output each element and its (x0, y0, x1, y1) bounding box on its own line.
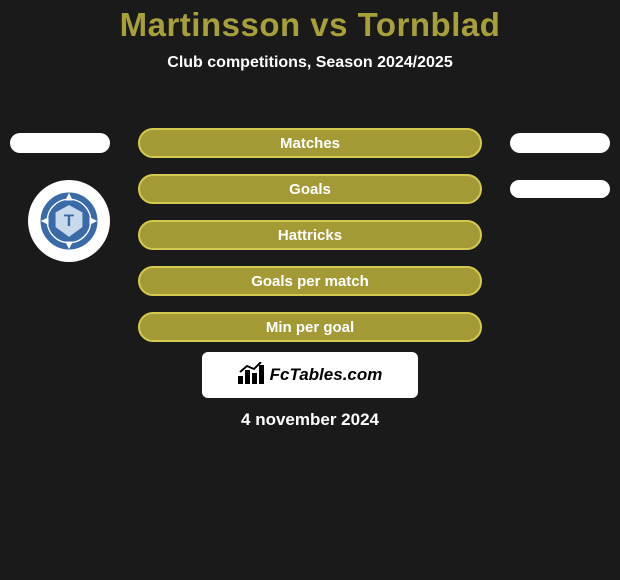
metric-label: Matches (280, 135, 340, 152)
page-title: Martinsson vs Tornblad (0, 0, 620, 44)
metric-label: Hattricks (278, 227, 342, 244)
comparison-row: Min per goal (0, 304, 620, 350)
metric-label: Min per goal (266, 319, 354, 336)
page-subtitle: Club competitions, Season 2024/2025 (0, 54, 620, 72)
metric-bar-right (510, 180, 610, 198)
metric-bar-center: Goals per match (138, 266, 482, 296)
metric-bar-center: Hattricks (138, 220, 482, 250)
metric-bar-center: Matches (138, 128, 482, 158)
bars-icon (238, 362, 264, 389)
club-crest-icon: T (37, 189, 101, 253)
svg-text:T: T (64, 211, 74, 230)
date-text: 4 november 2024 (0, 410, 620, 430)
metric-bar-center: Goals (138, 174, 482, 204)
metric-bar-center: Min per goal (138, 312, 482, 342)
metric-bar-right (510, 133, 610, 153)
metric-label: Goals per match (251, 273, 369, 290)
comparison-row: Goals per match (0, 258, 620, 304)
club-badge-left: T (28, 180, 110, 262)
fctables-badge: FcTables.com (202, 352, 418, 398)
fctables-text: FcTables.com (270, 365, 383, 385)
metric-bar-left (10, 133, 110, 153)
metric-label: Goals (289, 181, 331, 198)
comparison-row: Matches (0, 120, 620, 166)
